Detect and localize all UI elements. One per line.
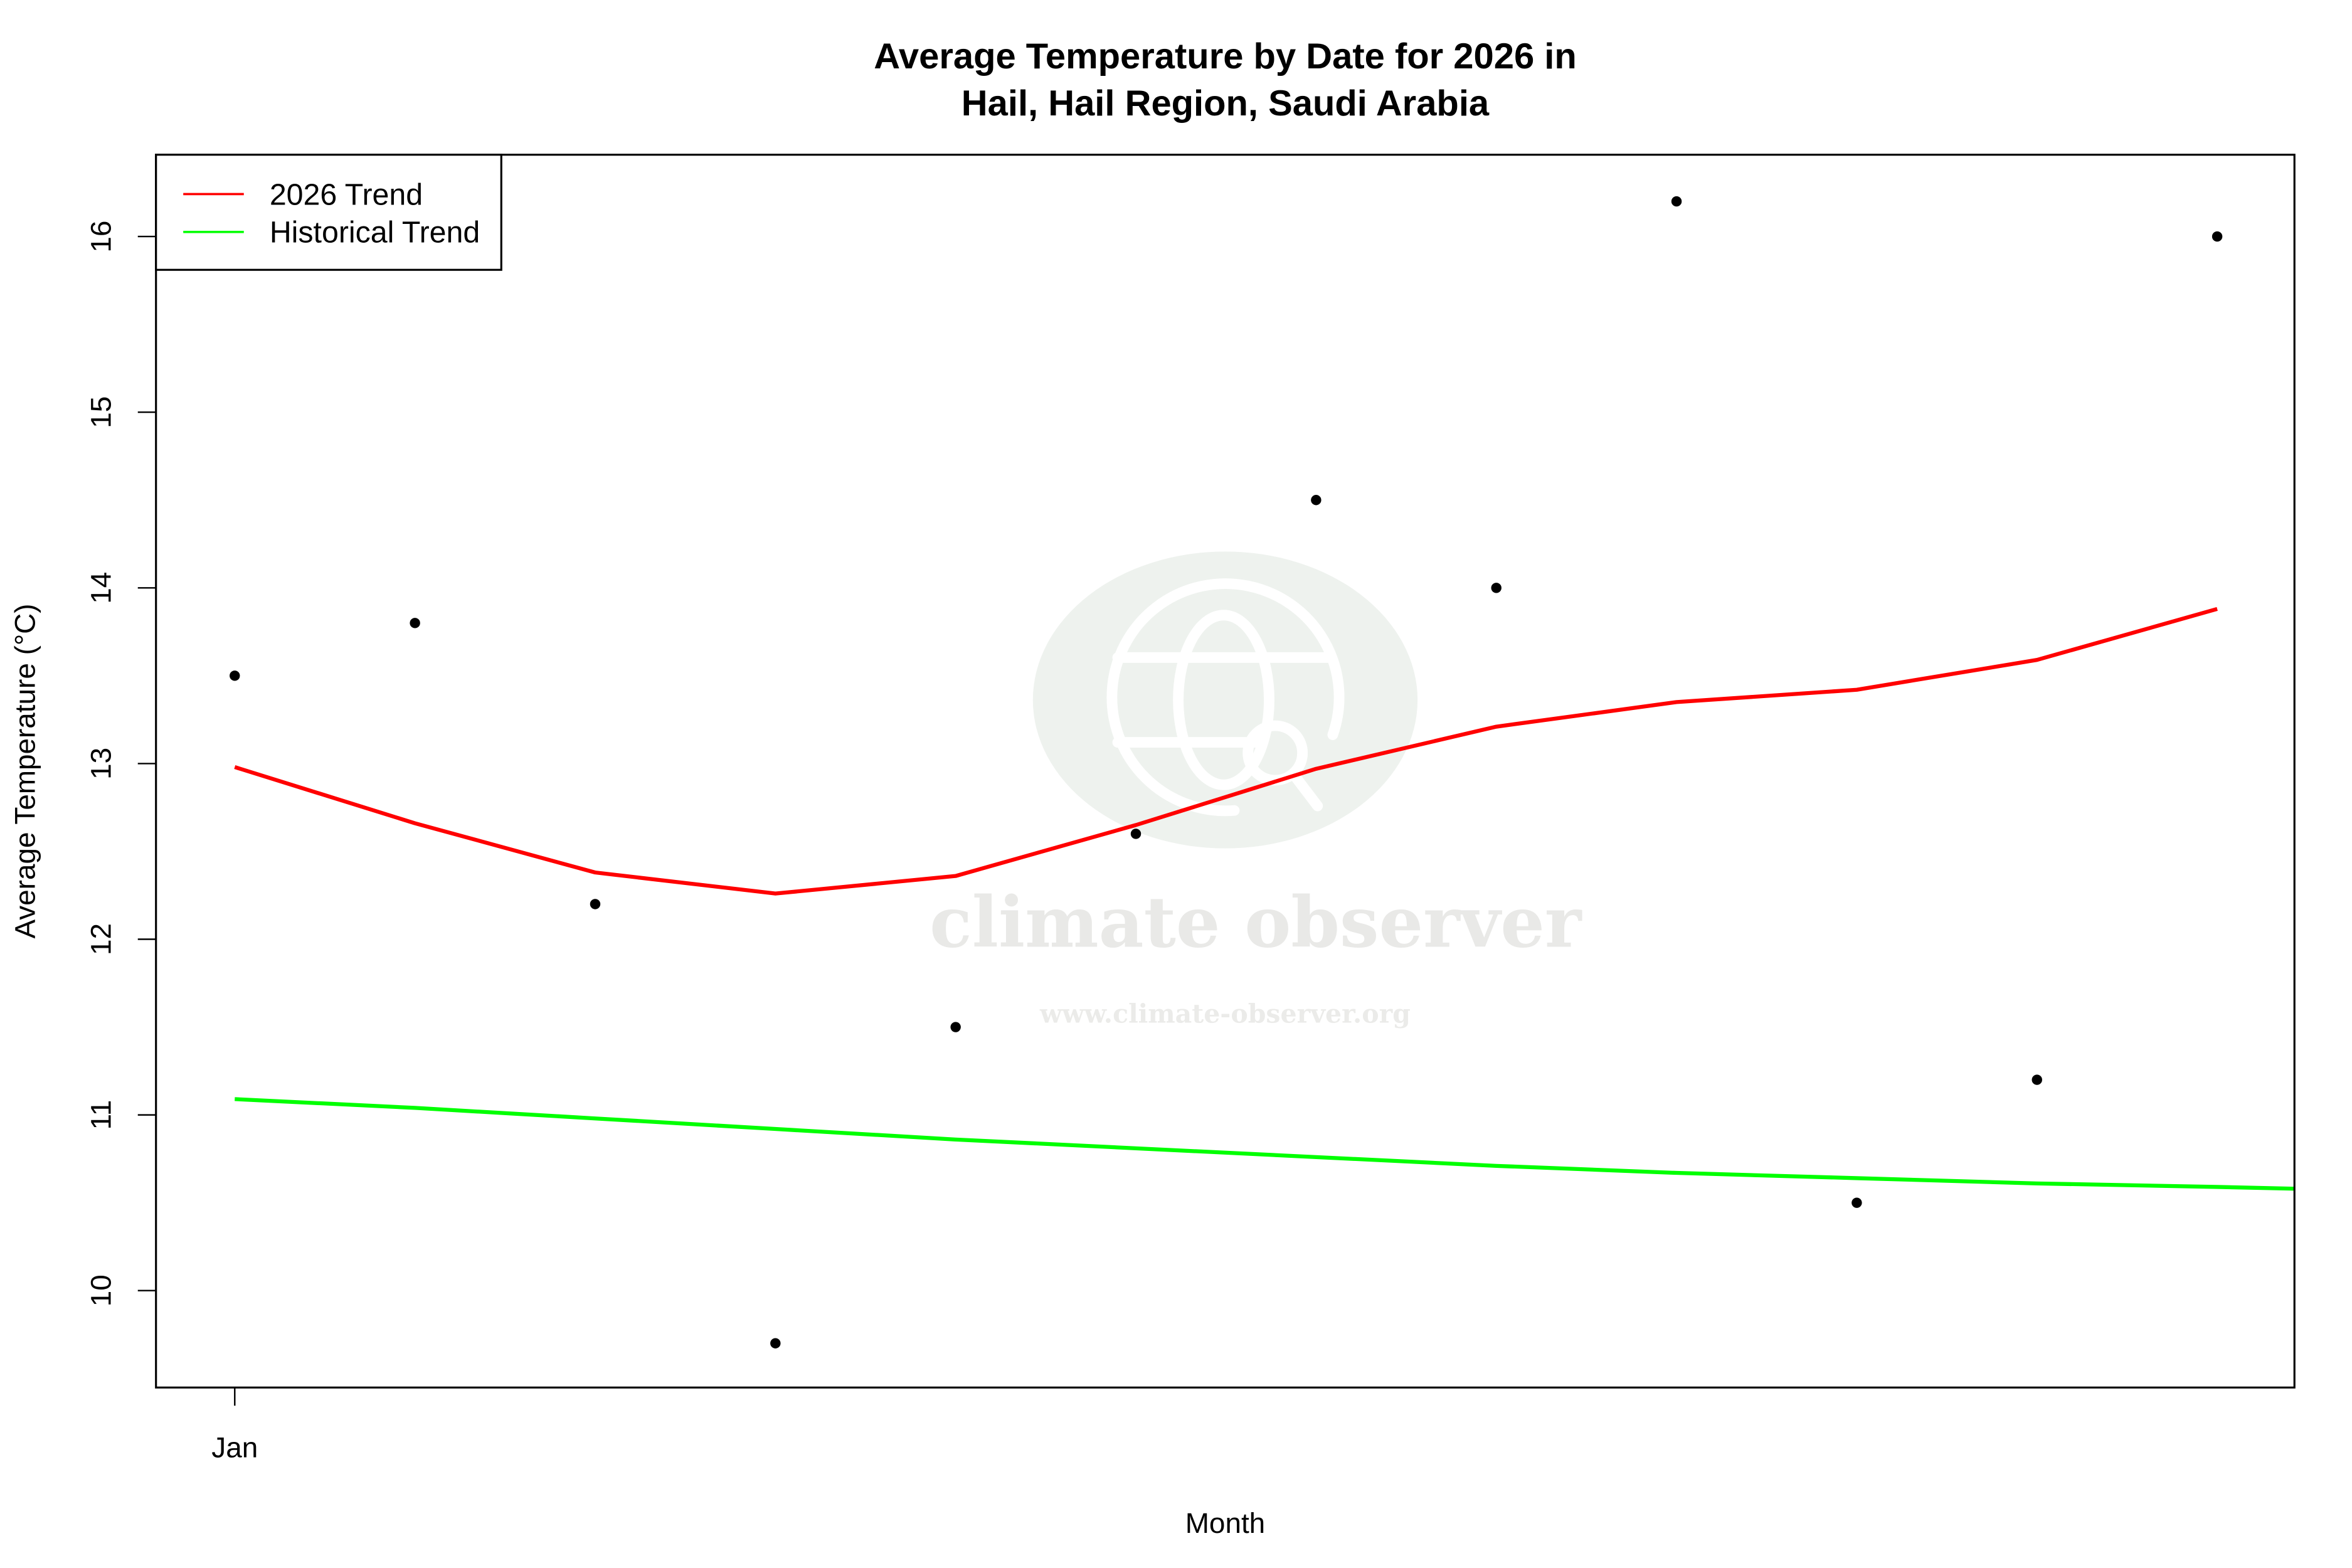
data-point [950,1022,961,1032]
y-tick-label: 13 [84,748,117,780]
y-tick-label: 15 [84,396,117,428]
data-point [1671,196,1682,207]
data-point [2212,231,2223,242]
y-tick-label: 10 [84,1274,117,1306]
y-axis: 10 11 12 13 14 15 16 [84,221,156,1306]
data-point [590,899,601,909]
legend-label-historical-trend: Historical Trend [270,216,480,250]
legend-label-2026-trend: 2026 Trend [270,177,423,211]
series-layer [230,196,2295,1348]
chart-subtitle: Hail, Hail Region, Saudi Arabia [961,83,1490,124]
y-tick-label: 11 [84,1100,117,1130]
series-line-2026-trend [234,607,2218,896]
legend: 2026 Trend Historical Trend [155,154,502,271]
legend-box [155,154,502,271]
data-point [1311,495,1322,506]
x-axis-label: Month [1185,1507,1265,1539]
data-point [410,618,420,628]
data-point [1851,1197,1862,1208]
plot-frame [155,154,2296,1389]
x-axis: Jan [211,1387,258,1463]
y-tick-label: 12 [84,923,117,955]
watermark-globe-background [1032,551,1418,849]
x-tick-label: Jan [211,1431,258,1463]
data-point [2032,1074,2042,1085]
data-point [1130,829,1142,839]
watermark-brand: climate observer [930,882,1582,964]
chart-title: Average Temperature by Date for 2026 in [874,36,1577,77]
y-tick-label: 14 [84,572,117,604]
data-point [230,670,240,681]
data-point [770,1338,781,1348]
data-point [1491,583,1502,593]
watermark-url: www.climate-observer.org [1039,998,1411,1029]
series-line-historical-trend [235,1097,2295,1191]
y-tick-label: 16 [84,221,117,253]
watermark: climate observer www.climate-observer.or… [930,551,1582,1029]
y-axis-label: Average Temperature (°C) [9,603,41,938]
